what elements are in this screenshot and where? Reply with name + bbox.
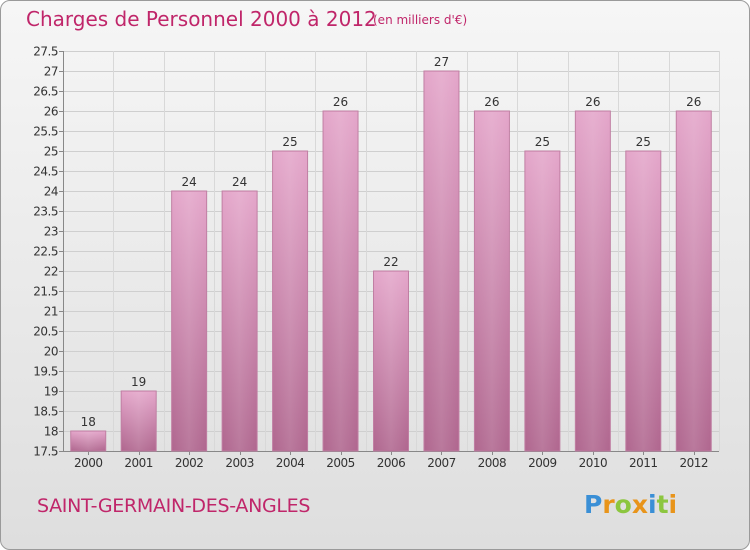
data-label-2008: 26 xyxy=(484,95,499,109)
logo-letter: r xyxy=(602,490,615,519)
y-tick-label: 26 xyxy=(44,105,58,119)
y-tick-label: 19.5 xyxy=(33,365,58,379)
x-tick-label-2009: 2009 xyxy=(528,456,557,470)
data-label-2000: 18 xyxy=(81,415,96,429)
data-label-2006: 22 xyxy=(383,255,398,269)
commune-name: SAINT-GERMAIN-DES-ANGLES xyxy=(37,495,311,517)
y-tick-label: 21 xyxy=(44,305,58,319)
y-tick-label: 23 xyxy=(44,225,58,239)
y-tick-label: 21.5 xyxy=(33,285,58,299)
bar-highlight xyxy=(273,152,307,450)
x-tick-label-2012: 2012 xyxy=(679,456,708,470)
x-tick-label-2011: 2011 xyxy=(629,456,658,470)
y-tick-label: 23.5 xyxy=(33,205,58,219)
logo-letter: x xyxy=(631,490,648,519)
bar-highlight xyxy=(576,112,610,450)
bar-highlight xyxy=(71,432,105,450)
data-label-2009: 25 xyxy=(535,135,550,149)
logo-letter: i xyxy=(648,490,657,519)
bar-highlight xyxy=(223,192,257,450)
x-tick-label-2008: 2008 xyxy=(478,456,507,470)
y-tick-label: 19 xyxy=(44,385,58,399)
x-tick-label-2000: 2000 xyxy=(74,456,103,470)
chart-title: Charges de Personnel 2000 à 2012 xyxy=(26,7,377,31)
y-tick-label: 18.5 xyxy=(33,405,58,419)
x-tick-label-2005: 2005 xyxy=(326,456,355,470)
y-tick-label: 26.5 xyxy=(33,85,58,99)
y-tick-label: 25.5 xyxy=(33,125,58,139)
y-tick-label: 22 xyxy=(44,265,58,279)
logo-letter: P xyxy=(584,490,603,519)
logo-letter: t xyxy=(656,490,669,519)
x-tick-label-2001: 2001 xyxy=(124,456,153,470)
data-label-2002: 24 xyxy=(182,175,197,189)
bar-highlight xyxy=(525,152,559,450)
data-label-2005: 26 xyxy=(333,95,348,109)
data-label-2001: 19 xyxy=(131,375,146,389)
data-label-2007: 27 xyxy=(434,55,449,69)
logo-letter: o xyxy=(614,490,632,519)
data-label-2012: 26 xyxy=(686,95,701,109)
bar-highlight xyxy=(172,192,206,450)
x-tick-label-2004: 2004 xyxy=(276,456,305,470)
y-tick-label: 18 xyxy=(44,425,58,439)
bar-highlight xyxy=(475,112,509,450)
logo-letter: i xyxy=(668,490,678,519)
bar-highlight xyxy=(677,112,711,450)
x-tick-label-2006: 2006 xyxy=(377,456,406,470)
y-tick-label: 27 xyxy=(44,65,58,79)
bar-highlight xyxy=(374,272,408,450)
y-tick-label: 24.5 xyxy=(33,165,58,179)
y-tick-label: 25 xyxy=(44,145,58,159)
y-tick-label: 24 xyxy=(44,185,58,199)
x-tick-label-2010: 2010 xyxy=(579,456,608,470)
chart-subtitle: (en milliers d'€) xyxy=(373,13,468,27)
x-tick-label-2007: 2007 xyxy=(427,456,456,470)
bar-highlight xyxy=(324,112,358,450)
data-label-2011: 25 xyxy=(636,135,651,149)
proxiti-logo[interactable]: Proxiti xyxy=(584,490,677,519)
data-label-2004: 25 xyxy=(282,135,297,149)
y-tick-label: 17.5 xyxy=(33,445,58,459)
bars xyxy=(70,70,712,452)
data-label-2010: 26 xyxy=(585,95,600,109)
x-tick-label-2003: 2003 xyxy=(225,456,254,470)
bar-highlight xyxy=(122,392,156,450)
data-label-2003: 24 xyxy=(232,175,247,189)
y-tick-label: 22.5 xyxy=(33,245,58,259)
y-tick-label: 20 xyxy=(44,345,58,359)
y-tick-label: 27.5 xyxy=(33,45,58,59)
bar-highlight xyxy=(424,72,458,450)
bar-highlight xyxy=(626,152,660,450)
x-tick-label-2002: 2002 xyxy=(175,456,204,470)
y-tick-label: 20.5 xyxy=(33,325,58,339)
labels: 17.5 18 18.5 19 19.5 20 20.5 21 21.5 22 22.5 23 23.5… xyxy=(33,45,708,471)
